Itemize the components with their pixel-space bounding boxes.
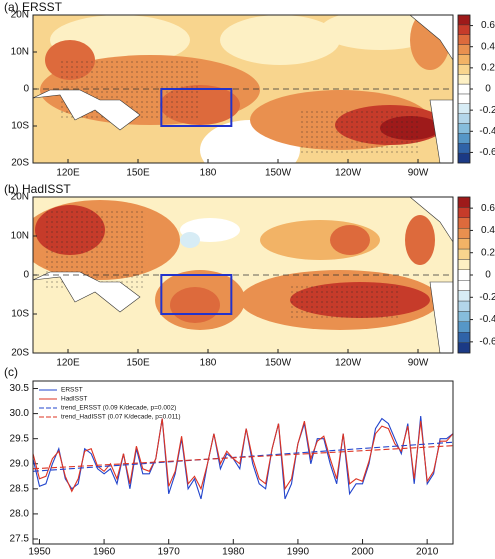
colorbar-swatch bbox=[457, 152, 471, 164]
colorbar-swatch bbox=[457, 280, 471, 291]
colorbar-swatch bbox=[457, 300, 471, 312]
colorbar-label: 0.2 bbox=[481, 247, 495, 258]
colorbar-label: -0.4 bbox=[479, 314, 495, 325]
x-tick-label: 150E bbox=[126, 168, 150, 179]
x-tick-label: 90W bbox=[408, 168, 429, 179]
colorbar-swatch bbox=[457, 227, 471, 239]
y-tick-label: 20S bbox=[11, 348, 29, 359]
legend-label: HadISST bbox=[61, 396, 87, 403]
colorbar-label: 0 bbox=[485, 270, 491, 281]
y-tick-label: 10N bbox=[11, 231, 29, 242]
y-tick-label: 29.0 bbox=[10, 458, 30, 469]
trend-line bbox=[32, 445, 454, 470]
colorbar-swatch bbox=[457, 311, 471, 322]
y-tick-label: 10S bbox=[11, 309, 29, 320]
colorbar-swatch bbox=[457, 64, 471, 75]
y-tick-label: 10N bbox=[11, 47, 29, 58]
series-line bbox=[32, 418, 454, 493]
colorbar-swatch bbox=[457, 133, 471, 144]
x-tick-label: 150E bbox=[126, 358, 150, 369]
colorbar-label: -0.6 bbox=[479, 147, 495, 158]
colorbar-swatch bbox=[457, 259, 471, 270]
colorbar-swatch bbox=[457, 34, 471, 45]
y-tick-label: 28.0 bbox=[10, 509, 30, 520]
colorbar-label: -0.4 bbox=[479, 126, 495, 137]
colorbar-swatch bbox=[457, 93, 471, 105]
x-tick-label: 90W bbox=[408, 358, 429, 369]
colorbar-label: 0.6 bbox=[481, 203, 495, 214]
colorbar-label: 0.6 bbox=[481, 20, 495, 31]
y-tick-label: 10S bbox=[11, 121, 29, 132]
x-tick-label: 1960 bbox=[93, 547, 116, 558]
legend-label: trend_HadISST (0.07 K/decade, p=0.011) bbox=[61, 414, 181, 421]
colorbar-swatch bbox=[457, 290, 471, 302]
legend-label: trend_ERSST (0.09 K/decade, p=0.002) bbox=[61, 405, 176, 412]
colorbar-swatch bbox=[457, 207, 471, 218]
map-field-a bbox=[33, 15, 453, 163]
colorbar-swatch bbox=[457, 196, 471, 208]
y-tick-label: 27.5 bbox=[10, 534, 30, 545]
colorbar-swatch bbox=[457, 217, 471, 229]
x-tick-label: 1950 bbox=[28, 547, 51, 558]
x-tick-label: 1980 bbox=[222, 547, 245, 558]
colorbar-label: -0.2 bbox=[479, 105, 495, 116]
colorbar-swatch bbox=[457, 103, 471, 114]
x-tick-label: 2000 bbox=[351, 547, 374, 558]
x-tick-label: 180 bbox=[200, 168, 217, 179]
y-tick-label: 28.5 bbox=[10, 483, 30, 494]
x-tick-label: 150W bbox=[265, 168, 292, 179]
y-tick-label: 29.5 bbox=[10, 433, 30, 444]
y-tick-label: 30.5 bbox=[10, 383, 30, 394]
x-tick-label: 120E bbox=[56, 358, 80, 369]
panel-title: (b) HadISST bbox=[4, 182, 71, 196]
region-box bbox=[160, 274, 233, 315]
colorbar-swatch bbox=[457, 248, 471, 260]
colorbar-swatch bbox=[457, 54, 471, 65]
colorbar-label: -0.6 bbox=[479, 336, 495, 347]
plot-frame bbox=[32, 380, 454, 545]
colorbar-swatch bbox=[457, 44, 471, 55]
colorbar-label: -0.2 bbox=[479, 292, 495, 303]
y-tick-label: 20N bbox=[11, 10, 29, 21]
x-tick-label: 1970 bbox=[158, 547, 181, 558]
colorbar-swatch bbox=[457, 238, 471, 250]
x-tick-label: 150W bbox=[265, 358, 292, 369]
colorbar-swatch bbox=[457, 321, 471, 333]
panel-title: (c) bbox=[4, 365, 18, 379]
y-tick-label: 30.0 bbox=[10, 408, 30, 419]
x-tick-label: 120W bbox=[335, 168, 362, 179]
x-tick-label: 1990 bbox=[287, 547, 310, 558]
colorbar-swatch bbox=[457, 143, 471, 154]
colorbar-label: 0 bbox=[485, 84, 491, 95]
colorbar-swatch bbox=[457, 14, 471, 26]
region-box bbox=[160, 88, 233, 127]
colorbar-swatch bbox=[457, 73, 471, 85]
x-tick-label: 120E bbox=[56, 168, 80, 179]
x-tick-label: 180 bbox=[200, 358, 217, 369]
x-tick-label: 120W bbox=[335, 358, 362, 369]
y-tick-label: 0 bbox=[23, 84, 29, 95]
y-tick-label: 20N bbox=[11, 192, 29, 203]
panel-title: (a) ERSST bbox=[4, 0, 63, 14]
x-tick-label: 2010 bbox=[416, 547, 439, 558]
y-tick-label: 20S bbox=[11, 158, 29, 169]
colorbar-label: 0.4 bbox=[481, 225, 495, 236]
colorbar-swatch bbox=[457, 113, 471, 124]
legend-label: ERSST bbox=[61, 387, 83, 394]
colorbar-swatch bbox=[457, 332, 471, 343]
colorbar-swatch bbox=[457, 123, 471, 134]
colorbar-label: 0.2 bbox=[481, 62, 495, 73]
colorbar-swatch bbox=[457, 269, 471, 281]
colorbar-swatch bbox=[457, 83, 471, 95]
colorbar-swatch bbox=[457, 342, 471, 354]
y-tick-label: 0 bbox=[23, 270, 29, 281]
colorbar-label: 0.4 bbox=[481, 41, 495, 52]
colorbar-swatch bbox=[457, 24, 471, 35]
